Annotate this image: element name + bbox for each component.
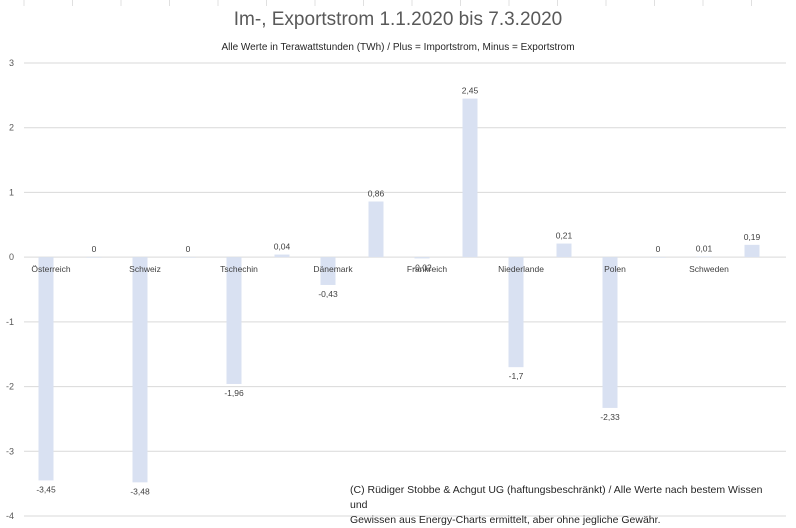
data-label: -0,43 xyxy=(318,289,338,299)
x-tick-label: Schweden xyxy=(689,264,729,274)
bar xyxy=(274,254,290,258)
bar xyxy=(38,257,54,481)
data-label: 0 xyxy=(92,244,97,254)
y-tick-label: 2 xyxy=(9,123,14,133)
bar xyxy=(508,257,524,368)
bar xyxy=(650,257,666,258)
chart-title: Im-, Exportstrom 1.1.2020 bis 7.3.2020 xyxy=(233,9,563,30)
y-tick-label: 1 xyxy=(9,187,14,197)
data-label: 0 xyxy=(656,244,661,254)
bar xyxy=(86,257,102,258)
x-tick-label: Polen xyxy=(604,264,626,274)
bar xyxy=(744,244,760,258)
x-tick-label: Dänemark xyxy=(313,264,353,274)
data-label: 0 xyxy=(186,244,191,254)
data-label: 0,86 xyxy=(368,188,385,198)
data-label: 0,19 xyxy=(744,232,761,242)
data-label: -1,96 xyxy=(224,388,244,398)
chart-subtitle-text: Alle Werte in Terawattstunden (TWh) / Pl… xyxy=(217,42,579,53)
copyright-footnote: (C) Rüdiger Stobbe & Achgut UG (haftungs… xyxy=(350,483,780,528)
bar xyxy=(602,257,618,408)
data-label: 0,01 xyxy=(696,243,713,253)
data-label: 0,04 xyxy=(274,242,291,252)
data-label: -0,02 xyxy=(412,262,432,272)
y-tick-label: -1 xyxy=(6,317,14,327)
bar xyxy=(132,257,148,483)
data-label: -1,7 xyxy=(509,371,524,381)
y-tick-label: 3 xyxy=(9,58,14,68)
chart-subtitle: Alle Werte in Terawattstunden (TWh) / Pl… xyxy=(0,42,796,53)
bar xyxy=(462,98,478,258)
footnote-line-2: Gewissen aus Energy-Charts ermittelt, ab… xyxy=(350,514,661,526)
bar xyxy=(226,257,242,384)
y-tick-label: 0 xyxy=(9,252,14,262)
x-tick-label: Frankreich xyxy=(407,264,447,274)
y-tick-label: -2 xyxy=(6,382,14,392)
y-tick-label: -4 xyxy=(6,511,14,519)
bar xyxy=(414,257,430,259)
bar xyxy=(556,243,572,258)
y-tick-label: -3 xyxy=(6,446,14,456)
data-label: 2,45 xyxy=(462,86,479,96)
data-label: -3,45 xyxy=(36,484,56,494)
data-label: 0,21 xyxy=(556,231,573,241)
bar xyxy=(696,256,712,258)
x-tick-label: Österreich xyxy=(31,264,70,274)
bar xyxy=(368,201,384,258)
x-tick-label: Niederlande xyxy=(498,264,544,274)
bar xyxy=(320,257,336,285)
bar xyxy=(180,257,196,258)
data-label: -3,48 xyxy=(130,486,150,496)
x-tick-label: Schweiz xyxy=(129,264,161,274)
footnote-line-1: (C) Rüdiger Stobbe & Achgut UG (haftungs… xyxy=(350,484,763,511)
x-tick-label: Tschechin xyxy=(220,264,258,274)
data-label: -2,33 xyxy=(600,412,620,422)
